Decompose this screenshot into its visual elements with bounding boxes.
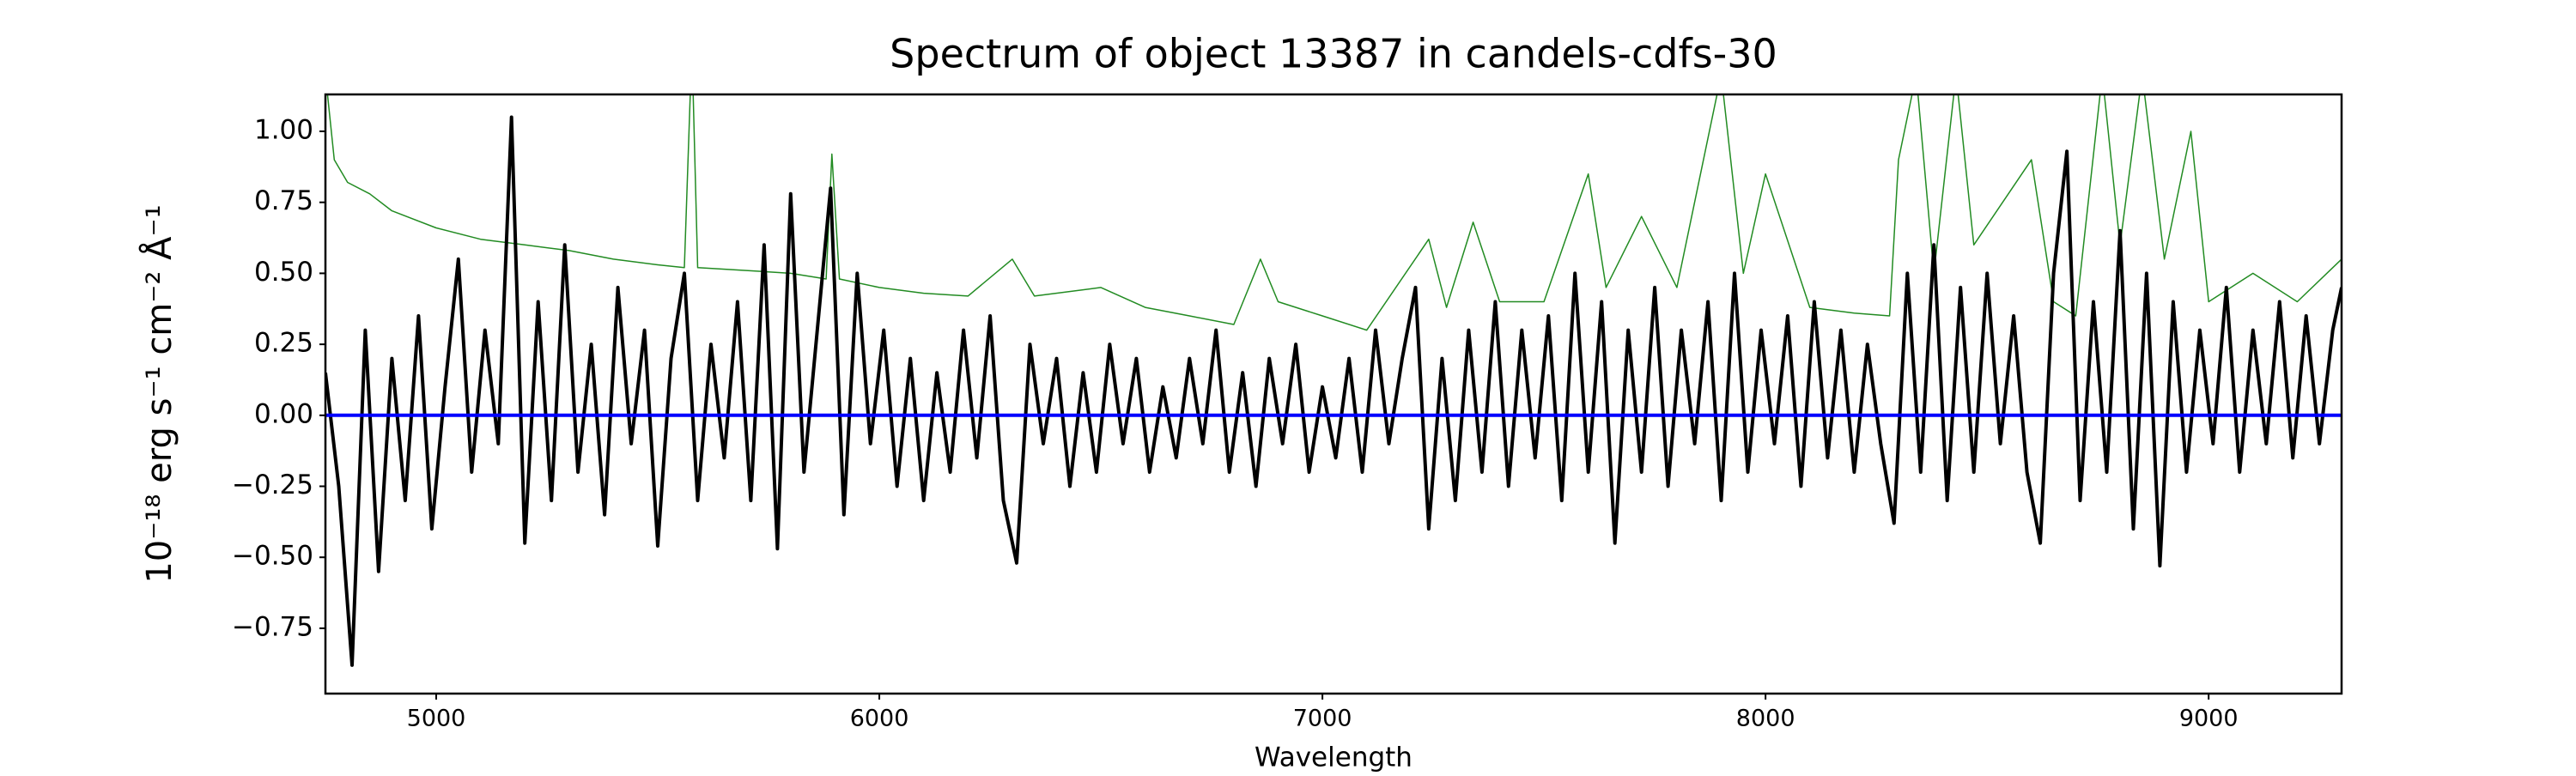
y-tick-label: 1.00	[254, 115, 313, 146]
spectrum-line	[326, 94, 2342, 331]
y-axis-label: 10⁻¹⁸ erg s⁻¹ cm⁻² Å⁻¹	[138, 204, 179, 583]
plot-frame	[324, 93, 2343, 695]
x-tick-label: 9000	[2179, 706, 2239, 732]
x-tick-label: 7000	[1293, 706, 1352, 732]
y-tick-label: 0.75	[254, 185, 313, 216]
spectrum-line	[325, 115, 2342, 667]
chart-title: Spectrum of object 13387 in candels-cdfs…	[890, 31, 1777, 77]
x-tick-label: 5000	[407, 706, 466, 732]
y-tick-label: 0.00	[254, 398, 313, 429]
y-tick-label: −0.25	[232, 470, 313, 500]
plot-lines	[325, 94, 2342, 667]
x-tick-label: 8000	[1736, 706, 1795, 732]
y-tick-label: −0.75	[232, 611, 313, 642]
y-tick-label: −0.50	[232, 541, 313, 572]
x-tick-label: 6000	[850, 706, 909, 732]
x-axis-label: Wavelength	[1255, 743, 1413, 773]
y-tick-label: 0.25	[254, 328, 313, 359]
y-tick-label: 0.50	[254, 257, 313, 288]
